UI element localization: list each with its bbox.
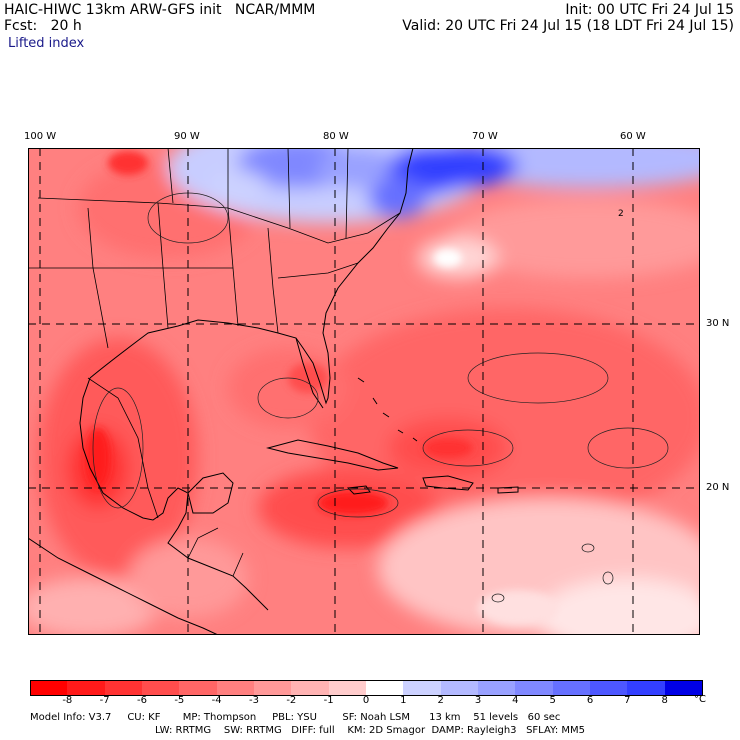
colorbar-tick-label: -7 [99, 695, 110, 706]
colorbar-tick-label: 2 [437, 695, 444, 706]
graticule [28, 148, 700, 635]
colorbar-swatch [664, 680, 704, 696]
colorbar-tick-label: -4 [211, 695, 222, 706]
colorbar-swatch [366, 680, 404, 696]
lat-label-30n: 30 N [706, 318, 730, 329]
dark-cells [86, 151, 558, 626]
colorbar-swatch [67, 680, 106, 696]
colorbar-tick-label: 0 [362, 695, 370, 706]
contour-label: 2 [618, 209, 624, 219]
lifted-index-map: 2 [28, 148, 700, 635]
coastlines [28, 148, 519, 635]
jamaica [346, 485, 371, 495]
colorbar-swatch [403, 680, 442, 696]
colorbar-tick-label: -6 [137, 695, 147, 706]
map-frame [28, 148, 700, 635]
colorbar-swatch [328, 680, 367, 696]
colorbar-swatch [515, 680, 554, 696]
colorbar-swatch [478, 680, 516, 696]
lon-label-70w: 70 W [472, 131, 498, 142]
state-borders [28, 148, 401, 577]
colorbar-swatch [291, 680, 330, 696]
lon-label-80w: 80 W [323, 131, 349, 142]
colorbar-swatch [104, 680, 143, 696]
colorbar-tick-label: 4 [512, 695, 519, 706]
colorbar-swatch [254, 680, 292, 696]
colorbar-swatch [627, 680, 666, 696]
colorbar-swatch [179, 680, 218, 696]
cuba [266, 439, 399, 471]
pacific-coast [28, 537, 219, 635]
lon-label-90w: 90 W [174, 131, 200, 142]
mexico-coast [79, 377, 269, 611]
colorbar-tick-label: 3 [474, 695, 482, 706]
hispaniola [422, 475, 474, 491]
colorbar-tick-label: -1 [323, 695, 334, 706]
colorbar-tick-label: 8 [661, 695, 668, 706]
model-title: HAIC-HIWC 13km ARW-GFS init NCAR/MMM [4, 2, 316, 18]
colorbar-tick-label: -2 [286, 695, 297, 706]
colorbar-unit: °C [694, 694, 706, 705]
valid-time: Valid: 20 UTC Fri 24 Jul 15 (18 LDT Fri … [402, 18, 734, 34]
init-time: Init: 00 UTC Fri 24 Jul 15 [565, 2, 734, 18]
yucatan [187, 472, 234, 514]
lon-label-60w: 60 W [620, 131, 646, 142]
contours [92, 192, 669, 603]
colorbar-tick-label: 7 [624, 695, 631, 706]
colorbar-swatch [552, 680, 591, 696]
colorbar-tick-label: -3 [249, 695, 259, 706]
lon-label-100w: 100 W [24, 131, 57, 142]
model-info-line-1: Model Info: V3.7 CU: KF MP: Thompson PBL… [30, 712, 561, 723]
colorbar-tick-label: -5 [174, 695, 185, 706]
colorbar-swatch [440, 680, 479, 696]
bahamas [357, 377, 418, 442]
colorbar-swatch [30, 680, 69, 696]
field-name: Lifted index [8, 36, 85, 51]
colorbar-tick-label: 5 [549, 695, 556, 706]
colorbar-tick-label: 1 [400, 695, 407, 706]
colorbar-swatch [216, 680, 255, 696]
colorbar-swatch [590, 680, 628, 696]
lat-label-20n: 20 N [706, 482, 730, 493]
forecast-hour: Fcst: 20 h [4, 18, 82, 34]
puerto-rico [497, 486, 519, 494]
colorbar-swatch [142, 680, 180, 696]
model-info-line-2: LW: RRTMG SW: RRTMG DIFF: full KM: 2D Sm… [155, 725, 585, 736]
colorbar-tick-label: 6 [586, 695, 594, 706]
colorbar-tick-label: -8 [62, 695, 73, 706]
